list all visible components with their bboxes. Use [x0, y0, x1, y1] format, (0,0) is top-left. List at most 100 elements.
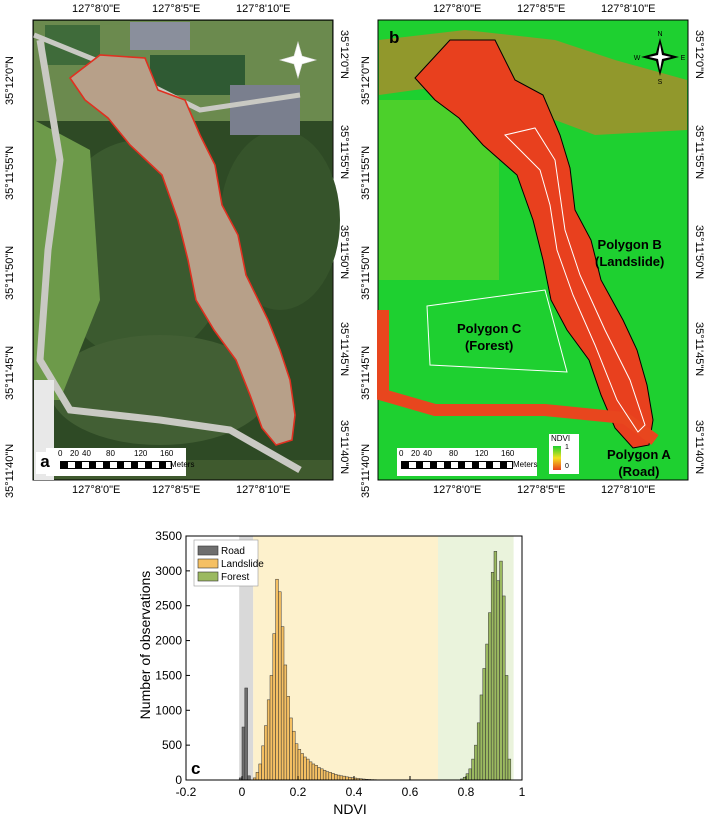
- y-tick-label: 1000: [155, 703, 182, 717]
- histogram-bar-forest: [488, 612, 492, 781]
- histogram-bar-forest: [490, 572, 495, 781]
- histogram-bar-landslide: [278, 591, 282, 781]
- scale-bar: 0 20 40 80 120 160 Meters: [46, 448, 194, 476]
- landslide-polygon: [68, 54, 296, 446]
- panel-label: b: [389, 28, 400, 47]
- right-tick: 35°12'0"N: [338, 30, 350, 79]
- histogram-bar-landslide: [306, 758, 310, 781]
- right-tick: 35°12'0"N: [693, 30, 705, 79]
- histogram-bar-landslide: [314, 765, 318, 781]
- legend-swatch: [197, 571, 219, 582]
- ndvi-legend: NDVI 1 0: [549, 434, 579, 474]
- scale-bar-stripes: [401, 461, 513, 469]
- top-tick: 127°8'5"E: [517, 3, 566, 15]
- right-tick: 35°11'50"N: [338, 225, 350, 280]
- left-tick: 35°12'0"N: [360, 56, 372, 105]
- scale-tick: 80: [449, 449, 458, 458]
- scale-tick: 160: [501, 449, 515, 458]
- scale-tick: 20: [411, 449, 420, 458]
- histogram-bar-landslide: [266, 699, 271, 781]
- shaded-range: [239, 536, 254, 780]
- panel-a: 127°8'0"E 127°8'5"E 127°8'10"E 127°8'0"E…: [0, 0, 355, 500]
- bottom-tick: 127°8'5"E: [152, 484, 201, 496]
- top-tick: 127°8'10"E: [601, 3, 656, 15]
- polygon-b-title: Polygon B: [597, 237, 662, 252]
- forest-patch: [50, 335, 270, 445]
- histogram-bar-landslide: [272, 633, 276, 781]
- legend-label: Forest: [221, 572, 250, 583]
- bottom-tick: 127°8'10"E: [601, 484, 656, 496]
- panel-b-map: [377, 19, 689, 481]
- histogram-bar-forest: [499, 560, 503, 781]
- histogram-bar-forest: [507, 758, 512, 781]
- legend-label: Landslide: [221, 559, 264, 570]
- histogram-bar-landslide: [300, 753, 304, 781]
- histogram-bar-landslide: [269, 675, 274, 781]
- left-tick: 35°11'50"N: [4, 245, 16, 300]
- polygon-b-outline: [504, 127, 646, 433]
- panel-b: 127°8'0"E 127°8'5"E 127°8'10"E 127°8'0"E…: [355, 0, 709, 500]
- polygon-c-outline: [426, 289, 568, 373]
- x-tick-label: 0.8: [458, 785, 475, 799]
- left-tick: 35°11'45"N: [360, 345, 372, 400]
- histogram-bar-landslide: [275, 578, 279, 781]
- right-tick: 35°11'45"N: [693, 322, 705, 377]
- polygon-a-title: Polygon A: [607, 447, 671, 462]
- histogram-bar-landslide: [325, 771, 330, 781]
- histogram-bar-landslide: [303, 756, 307, 781]
- left-tick: 35°11'40"N: [4, 443, 16, 498]
- top-tick: 127°8'0"E: [72, 3, 121, 15]
- histogram-bar-forest: [479, 694, 484, 781]
- x-tick-label: 0: [239, 785, 246, 799]
- scale-tick: 0: [399, 449, 404, 458]
- village-roofs: [230, 85, 300, 135]
- ndvi-legend-title: NDVI: [551, 434, 571, 443]
- histogram-bar-forest: [485, 643, 489, 781]
- histogram-bar-landslide: [308, 761, 313, 781]
- left-tick: 35°11'55"N: [360, 145, 372, 200]
- histogram-bar-landslide: [339, 775, 344, 781]
- histogram-bar-forest: [482, 668, 486, 781]
- top-tick: 127°8'10"E: [236, 3, 291, 15]
- histogram-bar-road: [244, 687, 248, 781]
- scale-unit: Meters: [513, 460, 538, 469]
- histogram-bar-landslide: [322, 769, 327, 781]
- histogram-bar-forest: [504, 675, 509, 781]
- polygon-a-label: Polygon A (Road): [607, 446, 671, 480]
- compass-e: E: [681, 55, 686, 62]
- histogram-bar-landslide: [331, 773, 335, 781]
- compass-n: N: [657, 31, 662, 38]
- forest-patch: [220, 130, 340, 310]
- polygon-a-sub: (Road): [618, 464, 660, 479]
- histogram-bar-landslide: [261, 745, 265, 781]
- x-tick-label: -0.2: [176, 785, 197, 799]
- right-tick: 35°11'55"N: [338, 125, 350, 180]
- histogram-ylabel: Number of observations: [137, 571, 153, 720]
- histogram-bar-landslide: [336, 774, 341, 781]
- right-tick: 35°11'50"N: [693, 225, 705, 280]
- panel-label: a: [36, 452, 54, 474]
- polygon-c-label: Polygon C (Forest): [457, 320, 521, 354]
- scale-unit: Meters: [170, 460, 195, 469]
- road-ndvi: [377, 310, 659, 445]
- polygon-c-sub: (Forest): [464, 338, 514, 353]
- y-tick-label: 500: [162, 738, 182, 752]
- histogram-bar-landslide: [342, 775, 346, 781]
- legend-swatch: [197, 545, 219, 556]
- y-tick-label: 2500: [155, 599, 182, 613]
- y-tick-label: 2000: [155, 634, 182, 648]
- polygon-b-sub: (Landslide): [595, 254, 665, 269]
- left-tick: 35°12'0"N: [4, 56, 16, 105]
- ndvi-legend-max: 1: [565, 444, 569, 451]
- scale-tick: 20: [70, 449, 79, 458]
- histogram-bar-landslide: [283, 664, 288, 781]
- top-tick: 127°8'0"E: [433, 3, 482, 15]
- panel-a-map: [32, 19, 340, 481]
- polygon-c-title: Polygon C: [457, 321, 522, 336]
- scale-tick: 0: [58, 449, 63, 458]
- histogram-bar-landslide: [289, 717, 293, 781]
- histogram-bar-landslide: [286, 696, 290, 781]
- bottom-tick: 127°8'5"E: [517, 484, 566, 496]
- right-tick: 35°11'40"N: [693, 420, 705, 475]
- ndvi-histogram: -0.2 0 0.2 0.4 0.6 0.8 10500100015002000250030…: [137, 529, 526, 817]
